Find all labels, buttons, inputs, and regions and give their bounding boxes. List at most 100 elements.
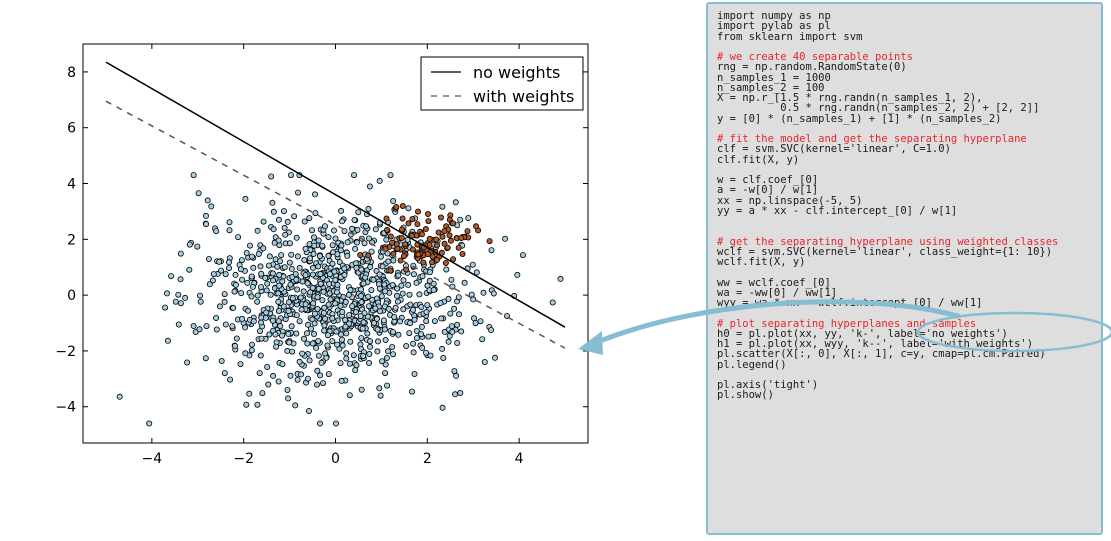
data-point <box>413 279 420 286</box>
data-point <box>398 234 405 241</box>
data-point <box>353 239 360 246</box>
data-point <box>347 286 354 293</box>
data-point <box>301 256 308 263</box>
data-point <box>266 331 273 338</box>
data-point <box>269 199 276 206</box>
data-point <box>447 237 454 244</box>
data-point <box>250 264 257 271</box>
data-point <box>347 338 354 345</box>
y-tick-label: 0 <box>67 288 76 304</box>
data-point <box>177 300 184 307</box>
data-point <box>368 287 375 294</box>
data-point <box>244 279 251 286</box>
data-point <box>404 236 411 243</box>
data-point <box>402 241 409 248</box>
data-point <box>322 350 329 357</box>
data-point <box>437 214 444 221</box>
code-line: wclf = svm.SVC(kernel='linear', class_we… <box>717 245 1053 258</box>
data-point <box>343 330 350 337</box>
data-point <box>353 362 360 369</box>
data-point <box>270 372 277 379</box>
data-point <box>287 172 294 179</box>
data-point <box>360 280 367 287</box>
data-point <box>190 172 197 179</box>
data-point <box>481 358 488 365</box>
data-point <box>389 281 396 288</box>
data-point <box>256 370 263 377</box>
data-point <box>184 359 191 366</box>
data-point <box>479 336 486 343</box>
legend-label-with-weights: with weights <box>473 87 574 106</box>
data-point <box>311 242 318 249</box>
data-point <box>316 253 323 260</box>
data-point <box>384 382 391 389</box>
data-point <box>316 420 323 427</box>
data-point <box>357 313 364 320</box>
data-point <box>350 352 357 359</box>
data-point <box>363 223 370 230</box>
data-point <box>359 325 366 332</box>
data-point <box>256 328 263 335</box>
data-point <box>406 330 413 337</box>
data-point <box>299 350 306 357</box>
data-point <box>298 306 305 313</box>
data-point <box>430 286 437 293</box>
data-point <box>245 307 252 314</box>
data-point <box>449 283 456 290</box>
legend-label-no-weights: no weights <box>473 63 560 82</box>
data-point <box>352 245 359 252</box>
data-point <box>379 263 386 270</box>
data-point <box>381 326 388 333</box>
data-point <box>163 290 170 297</box>
code-line <box>717 226 1058 236</box>
data-point <box>333 328 340 335</box>
data-point <box>394 285 401 292</box>
data-point <box>248 293 255 300</box>
data-point <box>346 312 353 319</box>
data-point <box>263 309 270 316</box>
data-point <box>365 303 372 310</box>
data-point <box>302 301 309 308</box>
data-point <box>116 393 123 400</box>
data-point <box>291 213 298 220</box>
data-point <box>318 359 325 366</box>
data-point <box>377 253 384 260</box>
data-point <box>177 250 184 257</box>
data-point <box>454 321 461 328</box>
data-point <box>226 227 233 234</box>
data-point <box>360 319 367 326</box>
data-point <box>490 290 497 297</box>
data-point <box>231 342 238 349</box>
data-point <box>279 361 286 368</box>
data-point <box>472 223 479 230</box>
data-point <box>264 363 271 370</box>
code-listing: import numpy as np import pylab as pl from… <box>717 11 1058 401</box>
data-point <box>403 266 410 273</box>
data-point <box>357 251 364 258</box>
data-point <box>292 270 299 277</box>
data-point <box>309 284 316 291</box>
data-point <box>420 259 427 266</box>
data-point <box>210 271 217 278</box>
data-point <box>259 390 266 397</box>
data-point <box>315 237 322 244</box>
data-point <box>349 303 356 310</box>
data-point <box>322 315 329 322</box>
data-point <box>313 381 320 388</box>
data-point <box>357 286 364 293</box>
data-point <box>258 270 265 277</box>
data-point <box>378 358 385 365</box>
data-point <box>457 389 464 396</box>
data-point <box>235 234 242 241</box>
data-point <box>288 323 295 330</box>
data-point <box>303 330 310 337</box>
data-point <box>365 293 372 300</box>
data-point <box>480 289 487 296</box>
data-point <box>448 323 455 330</box>
data-point <box>477 318 484 325</box>
data-point <box>342 323 349 330</box>
data-point <box>385 305 392 312</box>
data-point <box>313 344 320 351</box>
data-point <box>346 360 353 367</box>
data-point <box>337 360 344 367</box>
